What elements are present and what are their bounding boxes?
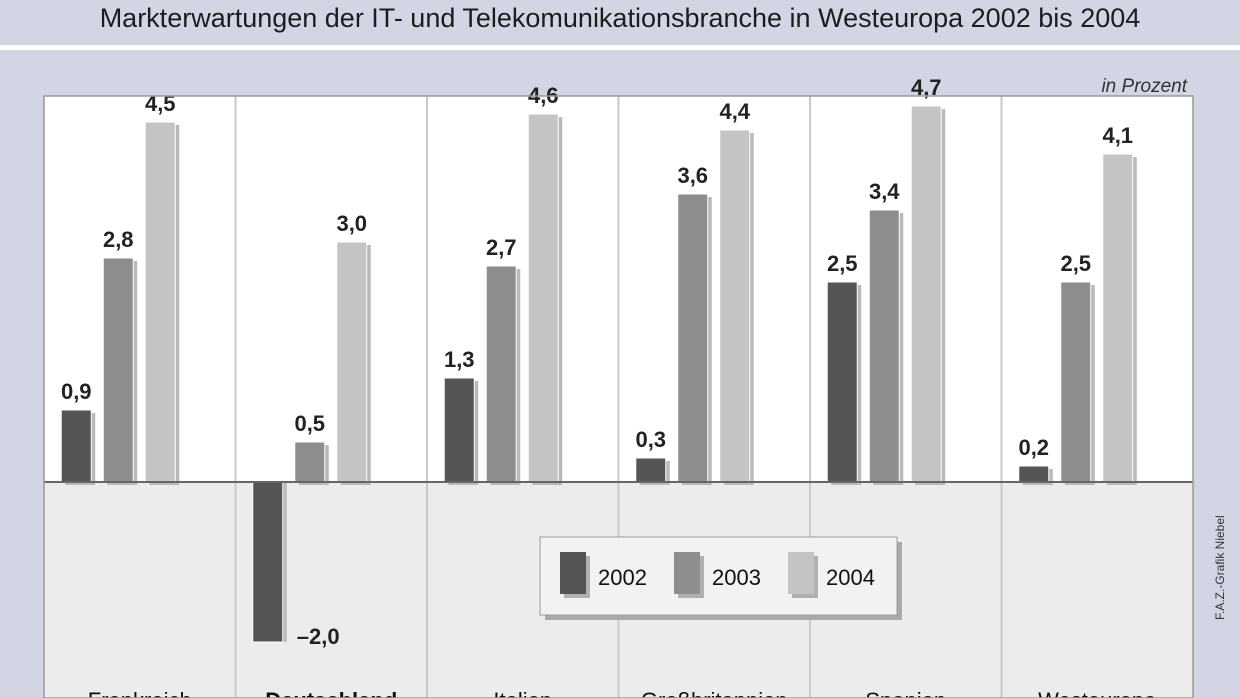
data-label: 0,9: [61, 379, 92, 404]
bar-2002: [1018, 465, 1050, 483]
category-label: Italien: [493, 688, 552, 698]
plot-frame: [43, 95, 1194, 698]
legend-label-2004: 2004: [826, 565, 875, 590]
data-label: 3,4: [869, 179, 900, 204]
data-label: 2,5: [1060, 251, 1091, 276]
bar-2002: [635, 457, 667, 483]
data-label: 2,7: [486, 235, 517, 260]
bar-2002: [826, 281, 858, 483]
data-label: 2,8: [103, 227, 134, 252]
bar-2004: [144, 121, 176, 483]
unit-label: in Prozent: [1101, 76, 1187, 97]
data-label: 1,3: [444, 347, 475, 372]
category-label: Frankreich: [88, 688, 192, 698]
category-label: Spanien: [865, 688, 946, 698]
data-label: 2,5: [827, 251, 858, 276]
legend: [539, 536, 898, 616]
bar-2004: [910, 105, 942, 483]
bar-2003: [485, 265, 517, 483]
chart-title: Markterwartungen der IT- und Telekomunik…: [99, 3, 1141, 33]
category-label: Deutschland: [265, 688, 397, 698]
data-label: 4,5: [145, 91, 176, 116]
data-label: –2,0: [297, 624, 340, 649]
legend-label-2002: 2002: [598, 565, 647, 590]
data-label: 0,2: [1018, 435, 1049, 460]
data-label: 3,0: [336, 211, 367, 236]
bar-2003: [868, 209, 900, 483]
title-divider: [0, 45, 1240, 50]
bar-2003: [1060, 281, 1092, 483]
bar-2004: [527, 113, 559, 483]
legend-swatch-2003: [674, 552, 700, 594]
data-label: 0,5: [294, 411, 325, 436]
credit-text: F.A.Z.-Grafik Niebel: [1213, 515, 1227, 620]
bar-2002: [60, 409, 92, 483]
legend-label-2003: 2003: [712, 565, 761, 590]
data-label: 0,3: [635, 427, 666, 452]
bar-2004: [1102, 153, 1134, 483]
data-label: 4,1: [1102, 123, 1133, 148]
bar-2003: [294, 441, 326, 483]
title-band: Markterwartungen der IT- und Telekomunik…: [0, 0, 1240, 44]
bar-2002: [252, 481, 284, 643]
bar-2003: [677, 193, 709, 483]
category-label: Westeuropa: [1038, 688, 1157, 698]
legend-swatch-2004: [788, 552, 814, 594]
bar-2003: [102, 257, 134, 483]
category-label: Großbritannien: [641, 688, 788, 698]
legend-swatch-2002: [560, 552, 586, 594]
data-label: 3,6: [677, 163, 708, 188]
bar-2004: [336, 241, 368, 483]
bar-2004: [719, 129, 751, 483]
bar-2002: [443, 377, 475, 483]
data-label: 4,4: [719, 99, 750, 124]
